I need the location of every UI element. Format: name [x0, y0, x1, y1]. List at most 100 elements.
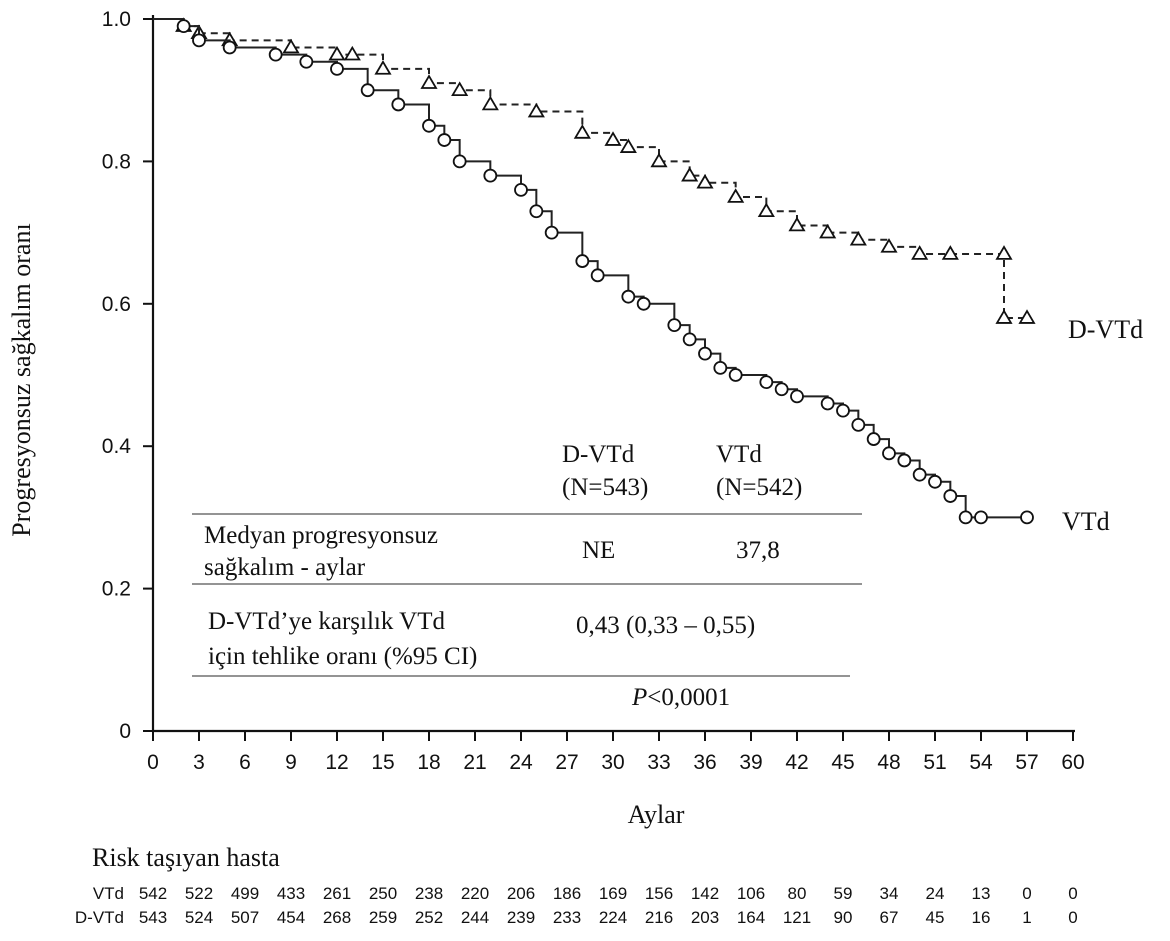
marker-vtd	[176, 19, 191, 34]
risk-cell: 216	[645, 908, 673, 927]
marker-vtd	[590, 268, 605, 283]
p-value: P<0,0001	[631, 684, 730, 711]
p-value-rest: <0,0001	[647, 684, 730, 711]
risk-cell: 261	[323, 884, 351, 903]
x-tick-label: 57	[1015, 751, 1038, 774]
marker-d-vtd	[995, 309, 1013, 324]
marker-d-vtd	[880, 238, 898, 253]
marker-d-vtd	[650, 152, 668, 168]
risk-cell: 244	[461, 908, 489, 927]
x-tick-label: 54	[969, 751, 993, 774]
risk-cell: 45	[926, 908, 945, 927]
risk-cell: 0	[1068, 908, 1077, 927]
x-axis-label: Aylar	[628, 800, 685, 829]
marker-d-vtd	[681, 166, 699, 182]
p-value-letter: P	[631, 684, 647, 711]
table-row2-value: 0,43 (0,33 – 0,55)	[576, 612, 755, 639]
marker-d-vtd	[343, 45, 361, 61]
x-tick-label: 42	[785, 751, 808, 774]
marker-vtd	[928, 474, 942, 489]
marker-vtd	[529, 204, 544, 219]
marker-vtd	[575, 254, 590, 268]
marker-vtd	[943, 489, 958, 503]
marker-vtd	[820, 396, 835, 411]
x-tick-label: 24	[509, 751, 533, 774]
risk-cell: 206	[507, 884, 535, 903]
risk-row-label: D-VTd	[75, 908, 124, 927]
risk-cell: 239	[507, 908, 535, 927]
marker-d-vtd	[757, 202, 775, 218]
risk-cell: 507	[231, 908, 259, 927]
x-tick-label: 21	[463, 751, 486, 774]
marker-d-vtd	[282, 38, 300, 54]
risk-cell: 522	[185, 884, 213, 903]
series-label-dvtd: D-VTd	[1068, 315, 1143, 344]
marker-vtd	[728, 368, 743, 382]
table-row1-label-1: Medyan progresyonsuz	[204, 522, 438, 549]
marker-vtd	[958, 510, 973, 525]
marker-vtd	[621, 289, 636, 304]
marker-d-vtd	[328, 45, 346, 61]
marker-vtd	[544, 225, 559, 240]
table-row1-label-2: sağkalım - aylar	[204, 554, 366, 581]
marker-vtd	[1020, 510, 1034, 525]
marker-vtd	[330, 61, 344, 76]
marker-d-vtd	[788, 216, 806, 232]
risk-cell: 169	[599, 884, 627, 903]
risk-table-title: Risk taşıyan hasta	[92, 843, 280, 872]
marker-vtd	[698, 346, 712, 361]
y-tick-label: 1.0	[102, 8, 131, 31]
risk-cell: 121	[783, 908, 811, 927]
risk-cell: 34	[880, 884, 899, 903]
risk-cell: 250	[369, 884, 397, 903]
marker-vtd	[268, 47, 283, 62]
risk-cell: 0	[1068, 884, 1077, 903]
table-row2-label-1: D-VTd’ye karşılık VTd	[208, 608, 445, 635]
marker-d-vtd	[619, 138, 637, 153]
risk-cell: 433	[277, 884, 305, 903]
y-tick-label: 0	[119, 720, 131, 743]
series-line-d-vtd	[153, 18, 1027, 320]
x-tick-label: 30	[601, 751, 624, 774]
table-header-dvtd: D-VTd	[562, 441, 635, 468]
marker-vtd	[866, 432, 881, 446]
risk-cell: 259	[369, 908, 397, 927]
marker-vtd	[192, 33, 206, 48]
marker-vtd	[514, 182, 528, 197]
marker-d-vtd	[374, 60, 392, 75]
x-tick-label: 45	[831, 751, 854, 774]
x-tick-label: 12	[325, 751, 348, 774]
series-label-vtd: VTd	[1062, 507, 1110, 536]
marker-d-vtd	[1018, 309, 1036, 324]
marker-d-vtd	[451, 81, 469, 96]
marker-vtd	[882, 446, 896, 461]
table-header-dvtd-n: (N=543)	[562, 474, 648, 501]
x-tick-label: 6	[239, 751, 251, 774]
marker-vtd	[974, 510, 988, 525]
x-tick-label: 60	[1061, 751, 1084, 774]
risk-cell: 186	[553, 884, 581, 903]
risk-cell: 524	[185, 908, 213, 927]
y-tick-label: 0.6	[102, 293, 131, 316]
marker-vtd	[774, 382, 789, 397]
risk-cell: 0	[1022, 884, 1031, 903]
series-layer	[153, 17, 1036, 525]
marker-d-vtd	[573, 124, 591, 139]
x-tick-label: 15	[371, 751, 394, 774]
risk-cell: 106	[737, 884, 765, 903]
risk-cell: 224	[599, 908, 627, 927]
table-row1-dvtd: NE	[582, 537, 615, 564]
marker-vtd	[422, 118, 436, 133]
y-tick-label: 0.4	[102, 435, 132, 458]
risk-cell: 67	[880, 908, 899, 927]
x-tick-label: 51	[923, 751, 946, 774]
risk-table: VTd 542 522 499 433 261 250 238 220 206 186 169 156 1…	[75, 884, 1078, 927]
marker-d-vtd	[995, 245, 1013, 260]
marker-vtd	[682, 332, 697, 347]
risk-cell: 454	[277, 908, 305, 927]
marker-vtd	[360, 83, 375, 98]
risk-row-label: VTd	[93, 884, 124, 903]
x-tick-label: 3	[193, 751, 205, 774]
risk-cell: 156	[645, 884, 673, 903]
